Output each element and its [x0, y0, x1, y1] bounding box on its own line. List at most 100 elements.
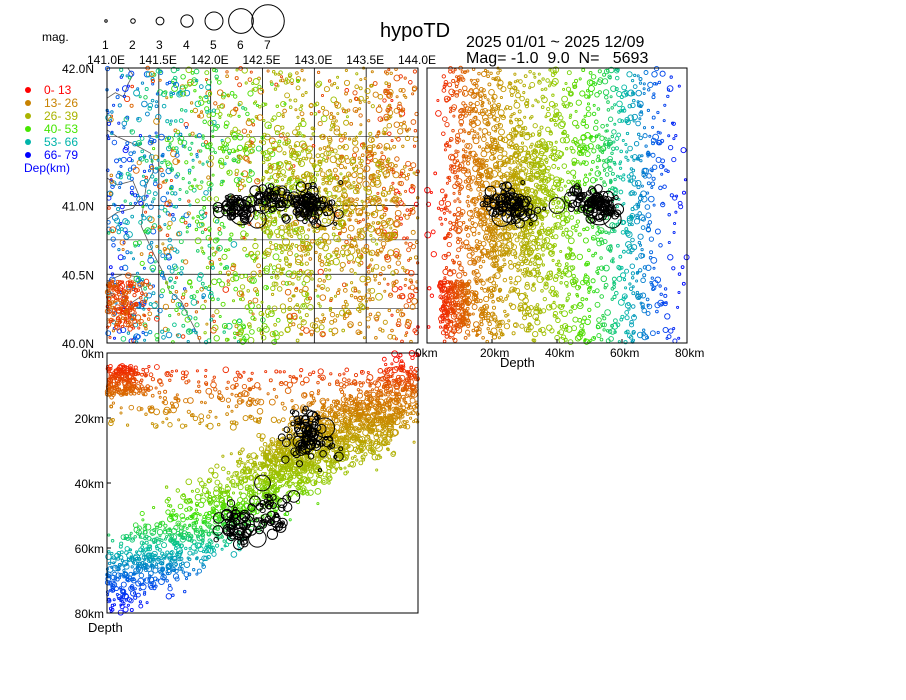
map-event — [147, 307, 151, 311]
map-event — [226, 279, 230, 283]
map-event — [183, 220, 188, 225]
map-event — [402, 120, 406, 125]
map-event — [309, 329, 315, 335]
map-event — [237, 103, 241, 107]
depth-latitude-event — [592, 290, 596, 294]
map-event — [129, 129, 135, 135]
depth-latitude-event — [483, 93, 487, 97]
map-event — [332, 257, 340, 266]
depth-latitude-event — [466, 195, 470, 199]
map-event — [380, 266, 386, 272]
map-event — [404, 334, 408, 338]
map-event — [199, 287, 204, 292]
depth-latitude-event — [646, 191, 650, 195]
map-event — [174, 276, 178, 280]
map-event — [194, 322, 200, 328]
map-event — [123, 233, 130, 240]
map-event — [198, 84, 204, 89]
map-event — [273, 124, 282, 133]
map-event — [232, 319, 237, 325]
map-event — [178, 118, 184, 124]
map-event — [353, 271, 357, 275]
map-event — [293, 222, 298, 226]
map-event — [115, 283, 119, 287]
map-event — [334, 194, 338, 198]
depth-latitude-event — [499, 95, 503, 100]
map-event — [316, 294, 320, 298]
map-event — [211, 119, 217, 126]
depth-latitude-event — [632, 84, 638, 89]
map-event — [326, 239, 332, 245]
depth-latitude-event — [567, 292, 571, 297]
depth-latitude-event — [564, 227, 569, 232]
map-event — [375, 292, 383, 301]
map-event — [352, 90, 358, 96]
depth-latitude-event — [594, 119, 599, 125]
depth-latitude-event — [596, 154, 601, 159]
map-event — [374, 335, 378, 340]
map-event — [166, 191, 170, 195]
map-event — [393, 221, 400, 227]
depth-latitude-event — [652, 203, 656, 207]
map-event — [364, 292, 372, 299]
depth-latitude-event — [470, 128, 475, 133]
depth-latitude-event — [560, 275, 564, 279]
map-event — [261, 176, 266, 180]
map-event — [280, 267, 284, 271]
depth-latitude-event — [455, 254, 460, 259]
map-event — [341, 304, 346, 309]
map-event — [267, 168, 273, 174]
map-event — [200, 180, 204, 184]
depth-latitude-event — [645, 297, 650, 302]
map-event — [292, 175, 296, 179]
map-event — [380, 151, 384, 155]
map-event — [258, 311, 264, 317]
depth-latitude-event — [663, 293, 668, 298]
depth-latitude-event — [594, 92, 600, 98]
map-event — [136, 117, 140, 121]
map-event — [204, 106, 210, 112]
map-event — [127, 317, 131, 321]
chart-title: hypoTD — [380, 20, 450, 42]
depth-latitude-event — [475, 281, 479, 286]
map-event — [351, 152, 358, 158]
map-event — [137, 326, 141, 330]
depth-latitude-event — [524, 232, 530, 238]
depth-latitude-event — [514, 255, 518, 259]
depth-latitude-event — [451, 128, 455, 133]
depth-latitude-event — [521, 271, 525, 276]
depth-latitude-event — [467, 247, 471, 252]
map-event — [205, 322, 209, 326]
map-event — [319, 294, 327, 301]
map-event — [190, 298, 198, 306]
depth-latitude-event — [626, 302, 631, 306]
map-event — [184, 289, 188, 293]
depth-latitude-event — [680, 265, 685, 269]
map-event — [148, 329, 153, 335]
depth-latitude-event — [613, 103, 617, 107]
map-event — [144, 203, 149, 207]
depth-latitude-event — [455, 219, 459, 224]
map-event — [262, 325, 270, 333]
map-event — [206, 160, 214, 168]
map-event — [173, 281, 177, 285]
map-event — [176, 150, 180, 154]
map-event — [298, 160, 305, 167]
map-event — [361, 146, 365, 150]
depth-latitude-event — [464, 150, 468, 154]
map-event — [138, 95, 142, 99]
map-event — [394, 136, 398, 140]
depth-latitude-event — [490, 327, 498, 335]
depth-latitude-event — [496, 71, 500, 75]
depth-latitude-event — [459, 245, 463, 249]
depth-latitude-event — [545, 78, 550, 83]
map-event — [341, 328, 346, 333]
map-event — [344, 239, 349, 245]
map-event — [361, 206, 365, 210]
depth-latitude-event — [604, 95, 609, 100]
depth-latitude-event — [662, 326, 669, 334]
depth-latitude-event — [614, 290, 619, 296]
map-event — [391, 285, 399, 293]
depth-latitude-event — [570, 148, 576, 154]
map-event — [139, 300, 144, 304]
